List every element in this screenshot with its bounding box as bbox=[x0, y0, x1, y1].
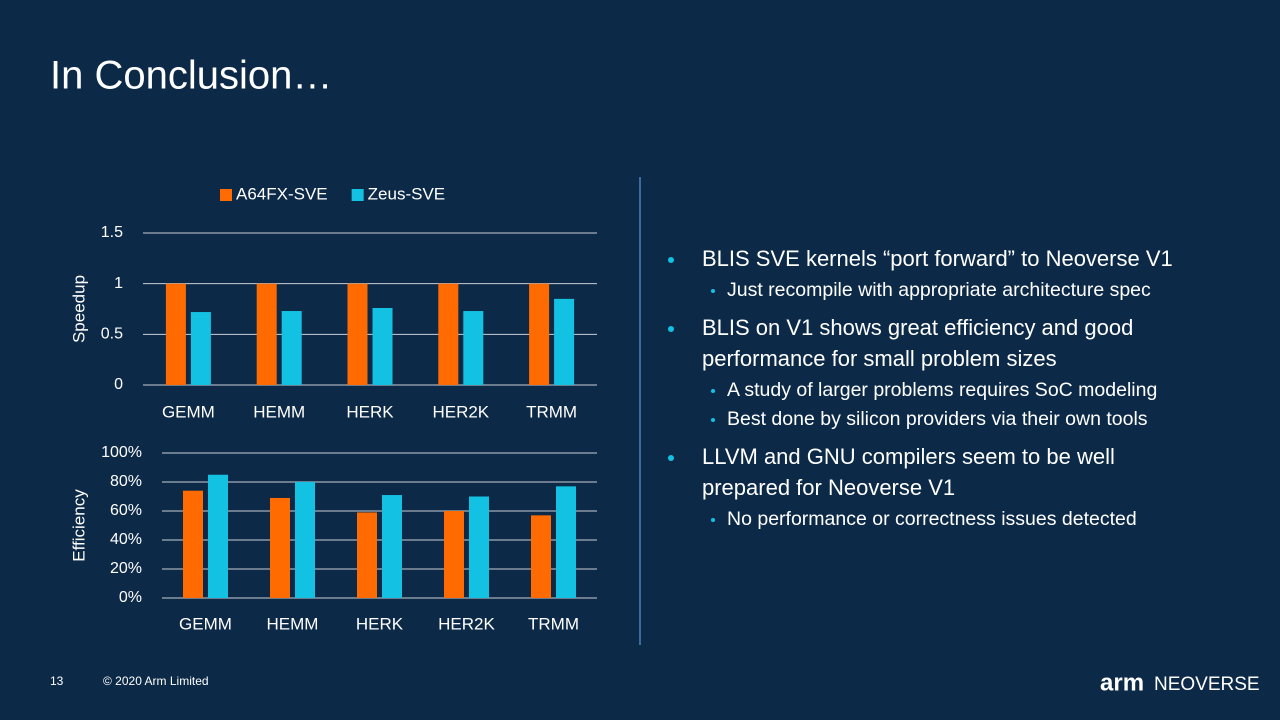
bullet-text: LLVM and GNU compilers seem to be well bbox=[702, 444, 1115, 469]
slide-title: In Conclusion… bbox=[50, 54, 332, 98]
y-tick-label: 100% bbox=[101, 444, 142, 461]
bullet-dot bbox=[668, 326, 674, 332]
legend-label: Zeus-SVE bbox=[368, 184, 445, 203]
x-tick-label: HER2K bbox=[432, 402, 489, 421]
y-axis-label: Efficiency bbox=[69, 489, 88, 562]
bar bbox=[208, 474, 228, 598]
bar bbox=[556, 486, 576, 598]
bar bbox=[270, 497, 290, 598]
copyright: © 2020 Arm Limited bbox=[103, 674, 209, 688]
bar bbox=[382, 495, 402, 598]
bar bbox=[529, 283, 550, 385]
bar bbox=[281, 311, 302, 385]
x-tick-label: HEMM bbox=[267, 614, 319, 633]
y-tick-label: 80% bbox=[110, 473, 142, 490]
bullet-dot bbox=[668, 257, 674, 263]
sub-bullet-dot bbox=[711, 418, 715, 422]
y-axis-label: Speedup bbox=[69, 275, 88, 343]
bullet-text: BLIS SVE kernels “port forward” to Neove… bbox=[702, 246, 1173, 271]
x-tick-label: TRMM bbox=[528, 614, 579, 633]
bullet-dot bbox=[668, 455, 674, 461]
sub-bullet-text: No performance or correctness issues det… bbox=[727, 508, 1137, 530]
bar bbox=[357, 512, 377, 598]
sub-bullet-text: Just recompile with appropriate architec… bbox=[727, 279, 1151, 301]
bar bbox=[347, 283, 368, 385]
x-tick-label: GEMM bbox=[179, 614, 232, 633]
sub-bullet-dot bbox=[711, 289, 715, 293]
logo: arm bbox=[1100, 669, 1144, 696]
x-tick-label: GEMM bbox=[162, 402, 215, 421]
legend-label: A64FX-SVE bbox=[236, 184, 328, 203]
bar bbox=[165, 283, 186, 385]
y-tick-label: 40% bbox=[110, 531, 142, 548]
bar bbox=[463, 311, 484, 385]
sub-bullet-text: Best done by silicon providers via their… bbox=[727, 408, 1148, 430]
x-tick-label: HERK bbox=[356, 614, 404, 633]
bullet-text: BLIS on V1 shows great efficiency and go… bbox=[702, 315, 1133, 340]
bar bbox=[295, 482, 315, 598]
bullet-text: performance for small problem sizes bbox=[702, 346, 1057, 371]
product-name: NEOVERSE bbox=[1154, 674, 1260, 695]
y-tick-label: 1.5 bbox=[101, 224, 123, 241]
bullet-text: prepared for Neoverse V1 bbox=[702, 475, 955, 500]
sub-bullet-text: A study of larger problems requires SoC … bbox=[727, 379, 1157, 401]
bar bbox=[554, 298, 575, 385]
bar bbox=[469, 496, 489, 598]
y-tick-label: 60% bbox=[110, 502, 142, 519]
y-tick-label: 20% bbox=[110, 560, 142, 577]
y-tick-label: 0% bbox=[119, 589, 142, 606]
sub-bullet-dot bbox=[711, 518, 715, 522]
bar bbox=[531, 515, 551, 598]
y-tick-label: 0 bbox=[114, 376, 123, 393]
x-tick-label: TRMM bbox=[526, 402, 577, 421]
page-number: 13 bbox=[50, 674, 64, 688]
x-tick-label: HEMM bbox=[253, 402, 305, 421]
y-tick-label: 0.5 bbox=[101, 326, 123, 343]
sub-bullet-dot bbox=[711, 389, 715, 393]
bar bbox=[256, 283, 277, 385]
bar bbox=[444, 511, 464, 598]
bar bbox=[190, 312, 211, 385]
bar bbox=[183, 490, 203, 598]
y-tick-label: 1 bbox=[114, 275, 123, 292]
legend-swatch bbox=[220, 189, 232, 201]
x-tick-label: HERK bbox=[346, 402, 394, 421]
legend-swatch bbox=[351, 189, 364, 201]
bar bbox=[438, 283, 459, 385]
bar bbox=[372, 307, 393, 385]
x-tick-label: HER2K bbox=[438, 614, 495, 633]
